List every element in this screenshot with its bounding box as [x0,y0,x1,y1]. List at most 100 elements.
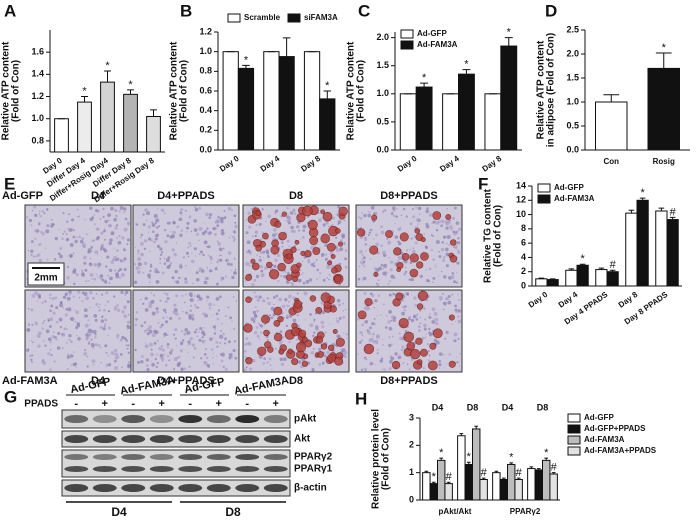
cell-texture [28,218,33,223]
cell-texture [287,300,290,303]
cell-texture [54,257,57,260]
cell-texture [435,266,437,268]
cell-texture [49,296,51,299]
cell-texture [198,267,203,271]
cell-texture [149,265,153,268]
cell-texture [160,323,164,327]
cell-texture [417,206,422,211]
cell-texture [159,299,162,302]
cell-texture [281,311,284,315]
lipid-droplet [333,274,342,283]
cell-texture [126,243,129,246]
cell-texture [316,268,319,271]
band-label: β-actin [294,483,327,494]
cell-texture [163,229,167,232]
cell-texture [76,322,80,326]
cell-texture [433,338,438,342]
cell-texture [424,318,427,321]
bar [549,473,558,501]
lipid-droplet [243,323,253,333]
lipid-droplet [427,360,438,371]
cell-texture [443,235,447,239]
error-bar [466,461,471,465]
band [178,415,203,423]
cell-texture [203,352,207,356]
cell-texture [150,348,153,351]
cell-texture [414,241,418,245]
cell-texture [80,272,85,277]
cell-texture [212,226,216,231]
cell-texture [253,331,258,335]
cell-texture [190,230,193,233]
cell-texture [254,234,257,237]
cell-texture [72,229,75,232]
cell-texture [117,240,122,245]
cell-texture [114,208,118,213]
cell-texture [49,348,52,351]
cell-texture [48,293,52,297]
cell-texture [159,261,162,264]
cell-texture [410,237,413,240]
cell-texture [307,260,311,264]
lipid-droplet [414,228,421,234]
lipid-droplet [429,342,437,350]
cell-texture [434,317,439,322]
cell-texture [67,228,70,231]
error-bar [459,433,464,436]
cell-texture [425,209,429,214]
lipid-droplet [356,228,366,237]
cell-texture [369,244,371,247]
cell-texture [146,239,148,241]
cell-texture [374,363,376,366]
error-bar [579,263,586,266]
cell-texture [123,267,127,272]
cell-texture [403,308,407,312]
cell-texture [243,368,247,372]
cell-texture [397,259,400,263]
lipid-droplet [373,271,379,277]
cell-texture [405,292,409,296]
band [263,466,288,472]
cell-texture [284,297,288,302]
band [178,435,203,443]
cell-texture [155,233,159,238]
cell-texture [183,301,186,304]
cell-texture [388,256,390,259]
cell-texture [50,224,54,228]
cell-texture [217,215,220,219]
cell-texture [371,322,375,326]
cell-texture [256,334,260,338]
cell-texture [451,323,454,326]
cell-texture [139,236,142,239]
cell-texture [116,257,120,261]
cell-texture [201,330,205,335]
cell-texture [378,266,382,271]
cell-texture [45,329,50,334]
cell-texture [189,309,192,312]
cell-texture [227,340,231,344]
cell-texture [365,309,367,311]
lipid-droplet [417,290,429,301]
cell-texture [381,338,384,341]
cell-texture [388,336,391,338]
cell-texture [107,274,109,277]
cell-texture [369,258,372,260]
cell-texture [47,337,52,342]
error-bar [628,209,635,214]
cell-texture [402,305,406,309]
lipid-droplet [327,260,333,266]
lipid-droplet [309,236,319,245]
cell-texture [342,309,344,312]
cell-texture [66,353,70,357]
lipid-droplet [281,211,287,217]
cell-texture [90,250,93,253]
cell-texture [86,355,89,358]
cell-texture [297,248,300,251]
cell-texture [149,342,153,347]
cell-texture [104,318,108,322]
lipid-droplet [245,273,253,281]
cell-texture [25,216,29,219]
cell-texture [191,252,193,254]
cell-texture [104,219,108,224]
error-bar [282,37,291,57]
